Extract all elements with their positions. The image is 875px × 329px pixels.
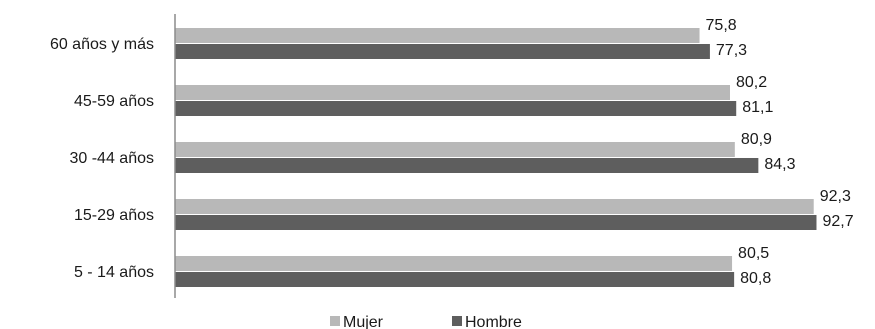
category-label-60-anos-y-mas: 60 años y más (50, 36, 154, 53)
legend: Mujer Hombre (330, 314, 522, 329)
bar-hombre-15-29-anos (175, 215, 817, 230)
legend-label-mujer: Mujer (343, 314, 384, 329)
category-label-30-44-anos: 30 -44 años (69, 150, 154, 167)
value-label-mujer-45-59-anos: 80,2 (736, 74, 767, 91)
labels-layer: 60 años y más 75,8 77,3 45-59 años 80,2 81,1 3… (50, 17, 854, 287)
category-label-5-14-anos: 5 - 14 años (74, 264, 154, 281)
bar-mujer-45-59-anos (175, 85, 730, 100)
legend-swatch-mujer (330, 316, 340, 326)
bars-layer (175, 28, 817, 287)
legend-label-hombre: Hombre (465, 314, 522, 329)
value-label-mujer-30-44-anos: 80,9 (741, 131, 772, 148)
bar-mujer-60-anos-y-mas (175, 28, 700, 43)
bar-hombre-5-14-anos (175, 272, 735, 287)
bar-mujer-5-14-anos (175, 256, 733, 271)
category-label-15-29-anos: 15-29 años (74, 207, 154, 224)
value-label-hombre-15-29-anos: 92,7 (822, 213, 853, 230)
bar-mujer-15-29-anos (175, 199, 814, 214)
category-label-45-59-anos: 45-59 años (74, 93, 154, 110)
bar-hombre-45-59-anos (175, 101, 737, 116)
value-label-mujer-60-anos-y-mas: 75,8 (706, 17, 737, 34)
bar-mujer-30-44-anos (175, 142, 735, 157)
value-label-mujer-15-29-anos: 92,3 (820, 188, 851, 205)
value-label-hombre-60-anos-y-mas: 77,3 (716, 42, 747, 59)
legend-swatch-hombre (452, 316, 462, 326)
bar-hombre-30-44-anos (175, 158, 759, 173)
value-label-hombre-5-14-anos: 80,8 (740, 270, 771, 287)
value-label-hombre-45-59-anos: 81,1 (742, 99, 773, 116)
bar-hombre-60-anos-y-mas (175, 44, 710, 59)
value-label-hombre-30-44-anos: 84,3 (764, 156, 795, 173)
value-label-mujer-5-14-anos: 80,5 (738, 245, 769, 262)
